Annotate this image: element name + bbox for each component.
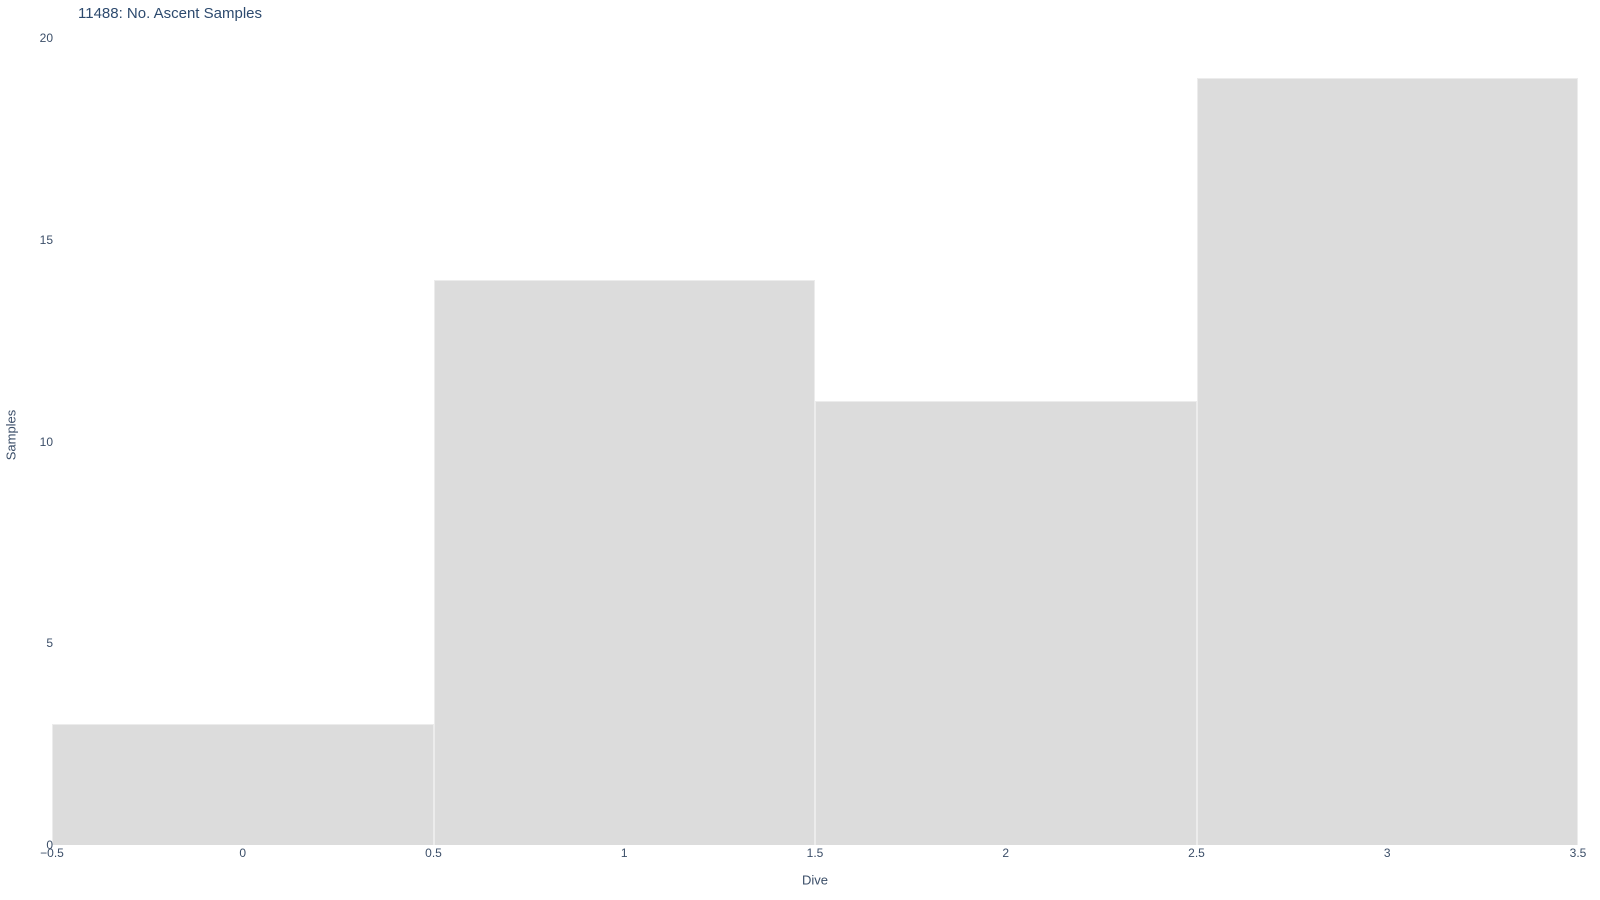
x-tick-label: 3.5 xyxy=(1569,846,1587,860)
x-tick-label: 2.5 xyxy=(1188,846,1205,860)
x-axis-label: Dive xyxy=(801,872,829,888)
histogram-bar xyxy=(433,280,815,845)
y-tick-label: 20 xyxy=(39,31,53,45)
y-tick-label: 10 xyxy=(39,434,53,449)
y-axis-label: Samples xyxy=(3,409,19,461)
histogram-bar xyxy=(815,401,1197,845)
x-tick-label: 0.5 xyxy=(425,846,442,860)
y-tick-label: 15 xyxy=(39,232,53,247)
x-tick-label: 1.5 xyxy=(806,846,824,860)
y-tick-label: 0 xyxy=(46,838,53,852)
y-tick-label: 5 xyxy=(46,636,53,651)
x-tick-label: 3 xyxy=(1383,846,1391,860)
x-tick-label: 0 xyxy=(239,846,247,860)
x-tick-label: −0.5 xyxy=(40,846,64,860)
x-tick-label: 1 xyxy=(620,846,628,860)
histogram-bar xyxy=(52,723,434,845)
chart-title: 11488: No. Ascent Samples xyxy=(78,5,262,22)
x-tick-label: 2 xyxy=(1002,846,1010,860)
histogram-bar xyxy=(1196,78,1578,845)
